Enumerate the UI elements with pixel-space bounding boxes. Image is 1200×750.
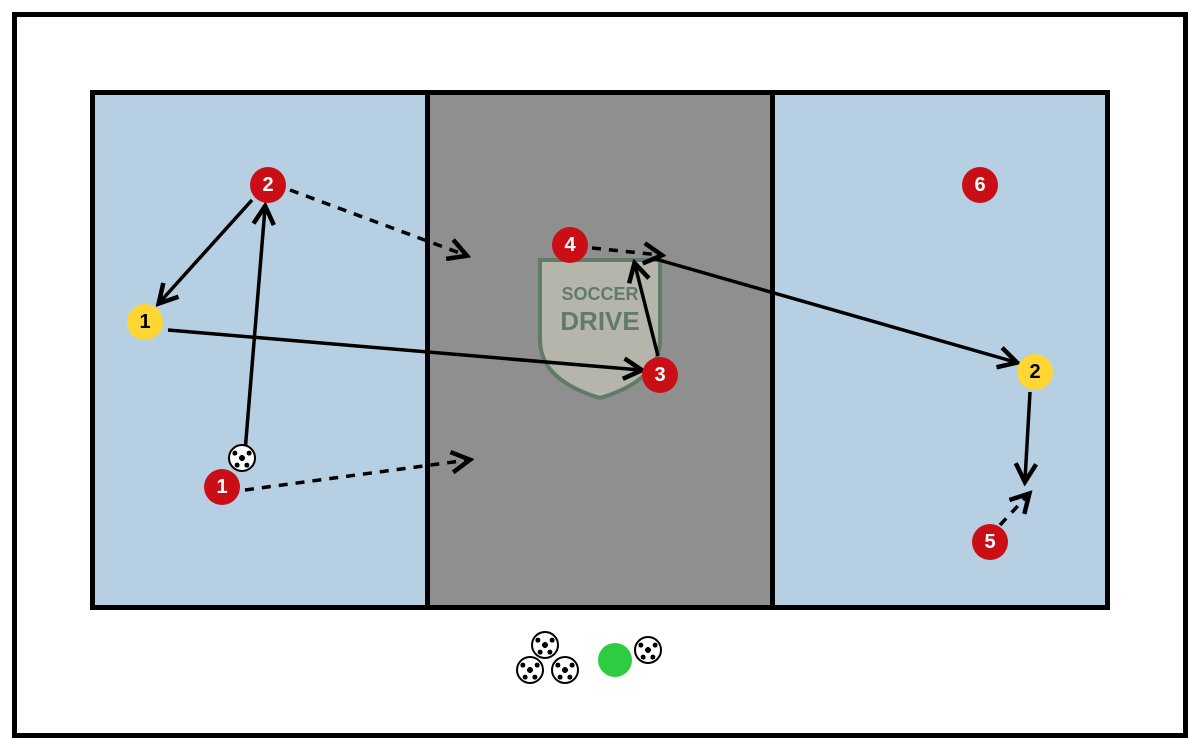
soccer-ball-icon [228, 444, 256, 472]
yellow-player-1: 1 [127, 304, 163, 340]
zone-right [775, 95, 1105, 605]
yellow-player-2: 2 [1017, 354, 1053, 390]
soccer-ball-icon [634, 636, 662, 664]
soccer-ball-icon [551, 656, 579, 684]
red-player-5: 5 [972, 524, 1008, 560]
soccer-ball-icon [516, 656, 544, 684]
coach-marker [598, 643, 632, 677]
red-player-1: 1 [204, 469, 240, 505]
red-player-4: 4 [552, 227, 588, 263]
diagram-canvas: SOCCER DRIVE 12345612 [0, 0, 1200, 750]
soccer-ball-icon [531, 631, 559, 659]
red-player-6: 6 [962, 167, 998, 203]
red-player-3: 3 [642, 357, 678, 393]
red-player-2: 2 [250, 167, 286, 203]
zone-middle [430, 95, 770, 605]
